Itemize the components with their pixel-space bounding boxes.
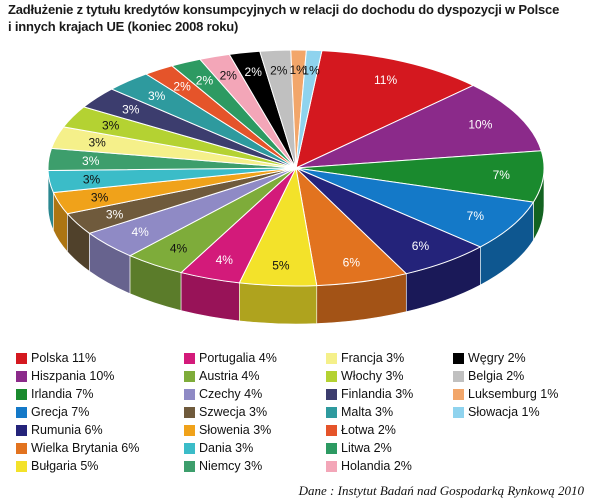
pie-label-Słowenia: 3%: [91, 190, 109, 204]
legend-swatch: [16, 353, 27, 364]
pie-label-Czechy: 4%: [132, 225, 150, 239]
legend-swatch: [326, 407, 337, 418]
pie-label-Bułgaria: 5%: [272, 259, 290, 273]
legend-label: Włochy 3%: [341, 369, 404, 383]
pie-label-Polska: 11%: [374, 73, 397, 87]
pie-label-Malta: 3%: [148, 89, 166, 103]
pie-side-walls: [47, 167, 545, 325]
chart-title-line-2: i innych krajach UE (koniec 2008 roku): [8, 19, 239, 34]
chart-title: Zadłużenie z tytułu kredytów konsumpcyjn…: [8, 1, 568, 35]
legend-label: Grecja 7%: [31, 405, 90, 419]
legend-label: Litwa 2%: [341, 441, 392, 455]
legend-swatch: [453, 353, 464, 364]
pie-slice-Hiszpania: [295, 84, 543, 169]
legend-swatch: [326, 371, 337, 382]
pie-label-Słowacja: 1%: [302, 63, 320, 77]
legend-swatch: [16, 407, 27, 418]
legend-label: Malta 3%: [341, 405, 394, 419]
pie-data-labels: 11%10%7%7%6%6%5%4%4%4%3%3%3%3%3%3%3%3%2%…: [82, 63, 510, 273]
legend-label: Luksemburg 1%: [468, 387, 559, 401]
pie-wall-Bułgaria: [239, 282, 318, 325]
pie-label-Litwa: 2%: [196, 73, 214, 87]
legend-swatch: [453, 371, 464, 382]
legend-swatch: [184, 389, 195, 400]
legend-label: Austria 4%: [199, 369, 260, 383]
legend-label: Wielka Brytania 6%: [31, 441, 140, 455]
legend-label: Niemcy 3%: [199, 459, 263, 473]
legend-swatch: [16, 443, 27, 454]
chart-title-line-1: Zadłużenie z tytułu kredytów konsumpcyjn…: [8, 2, 560, 17]
legend-label: Bułgaria 5%: [31, 459, 99, 473]
legend-swatch: [184, 371, 195, 382]
legend-label: Słowacja 1%: [468, 405, 540, 419]
pie-label-Szwecja: 3%: [106, 207, 124, 221]
legend-swatch: [184, 353, 195, 364]
pie-label-Finlandia: 3%: [122, 103, 140, 117]
legend-label: Francja 3%: [341, 351, 405, 365]
pie-label-Irlandia: 7%: [493, 168, 511, 182]
pie-slice-Polska: [295, 50, 475, 169]
pie-chart: 11%10%7%7%6%6%5%4%4%4%3%3%3%3%3%3%3%3%2%…: [47, 49, 545, 325]
pie-label-Wielka Brytania: 6%: [343, 255, 361, 269]
legend-label: Szwecja 3%: [199, 405, 268, 419]
pie-label-Francja: 3%: [89, 136, 107, 150]
legend-label: Irlandia 7%: [31, 387, 94, 401]
legend-swatch: [16, 371, 27, 382]
legend-label: Holandia 2%: [341, 459, 412, 473]
legend-label: Hiszpania 10%: [31, 369, 115, 383]
legend-swatch: [453, 389, 464, 400]
legend-swatch: [326, 443, 337, 454]
legend-label: Łotwa 2%: [341, 423, 396, 437]
pie-label-Grecja: 7%: [467, 209, 485, 223]
legend-swatch: [326, 425, 337, 436]
legend-swatch: [326, 461, 337, 472]
legend-swatch: [184, 407, 195, 418]
pie-label-Hiszpania: 10%: [468, 117, 492, 131]
legend-label: Rumunia 6%: [31, 423, 103, 437]
legend-swatch: [326, 353, 337, 364]
pie-slices: [47, 49, 545, 287]
pie-label-Węgry: 2%: [245, 65, 263, 79]
legend-swatch: [453, 407, 464, 418]
pie-slice-Grecja: [295, 167, 535, 248]
pie-label-Łotwa: 2%: [173, 79, 191, 93]
legend-label: Dania 3%: [199, 441, 254, 455]
legend-swatch: [326, 389, 337, 400]
legend-swatch: [184, 443, 195, 454]
pie-label-Niemcy: 3%: [82, 154, 100, 168]
legend-swatch: [16, 389, 27, 400]
pie-label-Portugalia: 4%: [216, 253, 234, 267]
legend-label: Belgia 2%: [468, 369, 525, 383]
pie-label-Austria: 4%: [170, 241, 188, 255]
legend-label: Finlandia 3%: [341, 387, 414, 401]
pie-label-Belgia: 2%: [270, 63, 288, 77]
pie-label-Dania: 3%: [83, 172, 101, 186]
pie-label-Rumunia: 6%: [412, 239, 430, 253]
legend-label: Słowenia 3%: [199, 423, 272, 437]
chart-legend: Polska 11% Hiszpania 10% Irlandia 7% Grecja…: [16, 350, 596, 480]
legend-swatch: [184, 461, 195, 472]
legend-swatch: [16, 461, 27, 472]
pie-label-Włochy: 3%: [102, 118, 120, 132]
source-note: Dane : Instytut Badań nad Gospodarką Ryn…: [298, 483, 584, 498]
legend-label: Polska 11%: [31, 351, 97, 365]
pie-label-Holandia: 2%: [220, 69, 238, 83]
legend-label: Portugalia 4%: [199, 351, 277, 365]
pie-slice-Słowacja: [295, 49, 323, 169]
legend-swatch: [184, 425, 195, 436]
legend-label: Czechy 4%: [199, 387, 263, 401]
pie-label-Luksemburg: 1%: [289, 63, 307, 77]
pie-slice-Irlandia: [295, 150, 545, 203]
legend-label: Węgry 2%: [468, 351, 526, 365]
legend-swatch: [16, 425, 27, 436]
